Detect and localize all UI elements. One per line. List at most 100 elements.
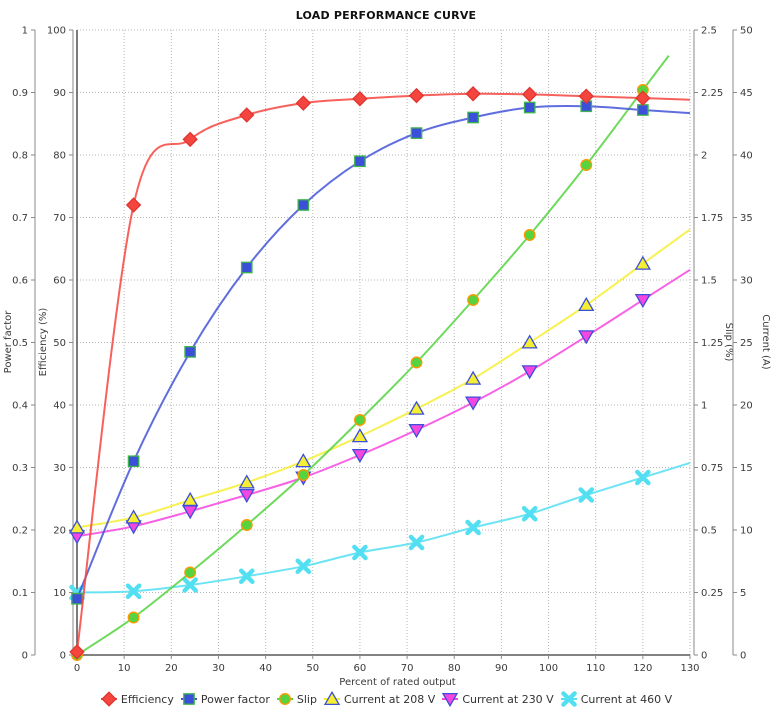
y-tick-label-power_factor: 0.2	[12, 526, 28, 537]
x-axis-title: Percent of rated output	[339, 677, 456, 688]
y-axis-efficiency: 0 10 20 30 40 50 60 70 80 90 100 Efficiency (%)	[38, 26, 74, 662]
x-tick-label: 110	[586, 663, 605, 674]
y-tick-label-efficiency: 80	[53, 151, 66, 162]
y-tick-label-efficiency: 20	[53, 526, 66, 537]
x-tick-label: 50	[306, 663, 319, 674]
y-tick-label-power_factor: 0.5	[12, 338, 28, 349]
y-tick-label-slip: 2	[701, 151, 707, 162]
series-markers-power-factor	[71, 100, 649, 605]
y-tick-label-power_factor: 0.8	[12, 151, 28, 162]
legend-marker-current-at-460-v-icon	[560, 691, 577, 707]
series-markers-slip	[71, 84, 649, 661]
y-tick-label-slip: 1.25	[701, 338, 723, 349]
legend-label-power-factor: Power factor	[200, 692, 270, 706]
series-line-power-factor	[76, 104, 691, 600]
y-tick-label-slip: 1	[701, 401, 707, 412]
y-tick-label-current: 50	[740, 26, 753, 37]
y-tick-label-efficiency: 40	[53, 401, 66, 412]
legend-label-slip: Slip	[296, 692, 317, 706]
x-tick-label: 10	[118, 663, 131, 674]
legend-marker-current-at-208-v-icon	[323, 691, 341, 706]
chart-title: LOAD PERFORMANCE CURVE	[295, 9, 477, 22]
y-tick-label-power_factor: 0	[22, 651, 28, 662]
y-tick-label-efficiency: 90	[53, 88, 66, 99]
legend-item-power-factor: Power factor	[180, 691, 270, 707]
y-tick-label-current: 20	[740, 401, 753, 412]
y-tick-label-current: 25	[740, 338, 753, 349]
y-tick-label-power_factor: 0.3	[12, 463, 28, 474]
legend-label-current-at-208-v: Current at 208 V	[343, 692, 436, 706]
y-tick-label-slip: 0.75	[701, 463, 723, 474]
series-efficiency	[69, 86, 691, 660]
series-markers-current-at-230-v	[68, 293, 651, 545]
y-tick-label-slip: 1.5	[701, 276, 717, 287]
series-markers-efficiency	[69, 86, 651, 660]
y-tick-label-efficiency: 50	[53, 338, 66, 349]
legend-marker-slip-icon	[276, 693, 293, 705]
grid-lines	[76, 29, 691, 656]
y-tick-label-efficiency: 100	[47, 26, 66, 37]
legend-marker-current-at-230-v-icon	[442, 692, 459, 707]
x-tick-label: 60	[354, 663, 367, 674]
x-tick-label: 70	[401, 663, 414, 674]
series-current-at-208-v	[68, 228, 691, 534]
y-tick-label-current: 35	[740, 213, 753, 224]
y-tick-label-slip: 1.75	[701, 213, 723, 224]
y-axis-title-slip: Slip (%)	[723, 323, 734, 362]
y-axis-title-power_factor: Power factor	[3, 310, 14, 374]
series-line-current-at-460-v	[76, 461, 691, 594]
y-tick-label-power_factor: 1	[22, 26, 28, 37]
legend-item-efficiency: Efficiency	[100, 691, 174, 707]
legend-marker-power-factor-icon	[180, 693, 197, 705]
y-tick-label-power_factor: 0.7	[12, 213, 28, 224]
y-axis-title-efficiency: Efficiency (%)	[38, 308, 49, 377]
series-power-factor	[71, 100, 691, 605]
y-tick-label-slip: 0.25	[701, 588, 723, 599]
y-tick-label-slip: 2.5	[701, 26, 717, 37]
x-tick-label: 40	[259, 663, 272, 674]
x-axis: 0 10 20 30 40 50 60 70 80 90 100 110 120 130 Percent o…	[74, 30, 700, 688]
legend-marker-efficiency-icon	[100, 691, 117, 707]
chart-legend: Efficiency Power factor Slip Current at 208…	[0, 691, 772, 707]
x-tick-label: 0	[74, 663, 80, 674]
legend-item-current-at-230-v: Current at 230 V	[441, 691, 554, 707]
legend-label-current-at-230-v: Current at 230 V	[462, 692, 554, 706]
y-tick-label-efficiency: 70	[53, 213, 66, 224]
y-axis-current: 0 5 10 15 20 25 30 35 40 45 50 Current (A)	[732, 26, 771, 662]
y-tick-label-power_factor: 0.6	[12, 276, 28, 287]
series-slip	[71, 55, 670, 661]
x-tick-label: 120	[633, 663, 652, 674]
y-tick-label-efficiency: 0	[60, 651, 66, 662]
y-tick-label-current: 5	[740, 588, 746, 599]
x-tick-label: 80	[448, 663, 461, 674]
series-markers-current-at-208-v	[68, 255, 651, 534]
legend-item-current-at-208-v: Current at 208 V	[323, 691, 435, 707]
y-tick-label-efficiency: 30	[53, 463, 66, 474]
y-tick-label-current: 15	[740, 463, 753, 474]
x-tick-label: 90	[495, 663, 508, 674]
y-tick-label-current: 10	[740, 526, 753, 537]
y-tick-label-current: 0	[740, 651, 746, 662]
y-tick-label-current: 40	[740, 151, 753, 162]
x-tick-label: 30	[212, 663, 225, 674]
y-tick-label-power_factor: 0.9	[12, 88, 28, 99]
y-tick-label-current: 30	[740, 276, 753, 287]
legend-label-efficiency: Efficiency	[120, 692, 174, 706]
y-axis-slip: 0 0.25 0.5 0.75 1 1.25 1.5 1.75 2 2.25 2.5 Slip (%)	[693, 26, 734, 662]
series-line-efficiency	[76, 92, 691, 653]
y-tick-label-slip: 0.5	[701, 526, 717, 537]
y-axis-power_factor: 0 0.1 0.2 0.3 0.4 0.5 0.6 0.7 0.8 0.9 1 Power facto…	[3, 26, 36, 662]
y-axis-title-current: Current (A)	[760, 314, 771, 369]
y-tick-label-efficiency: 60	[53, 276, 66, 287]
x-tick-label: 20	[165, 663, 178, 674]
series-line-current-at-208-v	[76, 228, 691, 529]
x-tick-label: 100	[539, 663, 558, 674]
y-tick-label-slip: 2.25	[701, 88, 723, 99]
series-current-at-230-v	[68, 268, 691, 545]
series-line-current-at-230-v	[76, 268, 691, 538]
legend-item-current-at-460-v: Current at 460 V	[560, 691, 672, 707]
y-tick-label-power_factor: 0.1	[12, 588, 28, 599]
y-tick-label-slip: 0	[701, 651, 707, 662]
